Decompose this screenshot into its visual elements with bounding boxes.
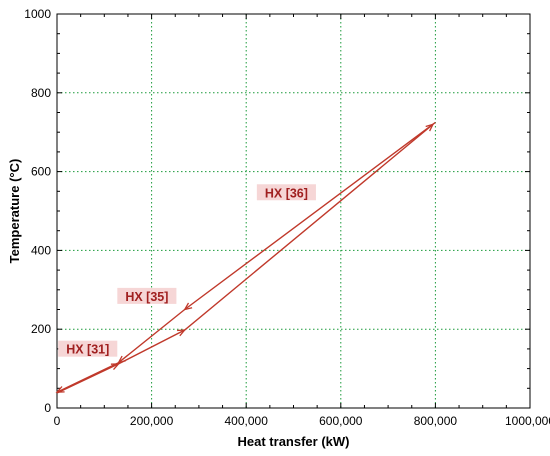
- series-lines: [55, 121, 436, 394]
- series-arrowhead: [110, 363, 120, 371]
- annotations: HX [31] HX [35] HX [36]: [58, 184, 316, 357]
- annotation-label: HX [36]: [265, 186, 308, 200]
- x-tick-label: 800,000: [414, 414, 458, 428]
- y-tick-label: 0: [44, 401, 51, 415]
- annotation-background: [58, 340, 118, 357]
- y-tick-label: 800: [31, 86, 51, 100]
- series-arrowhead: [55, 386, 65, 393]
- x-tick-label: 0: [54, 414, 61, 428]
- annotation-label: HX [31]: [66, 343, 109, 357]
- x-tick-label: 600,000: [319, 414, 363, 428]
- series-line-2: [56, 121, 436, 393]
- series-line-1: [56, 123, 434, 394]
- annotation-label: HX [35]: [125, 290, 168, 304]
- x-axis-title: Heat transfer (kW): [238, 434, 350, 449]
- grid-lines: [57, 14, 530, 408]
- annotation-background: [117, 287, 177, 304]
- series-arrowhead: [117, 355, 126, 364]
- plot-frame: [56, 13, 531, 409]
- annotation-background: [256, 184, 316, 201]
- x-tick-label: 1000,000: [505, 414, 550, 428]
- y-axis-title: Temperature (°C): [7, 159, 22, 264]
- y-tick-label: 400: [31, 243, 51, 257]
- series-arrowhead: [183, 302, 193, 311]
- series-arrowhead: [177, 329, 187, 337]
- x-tick-label: 200,000: [130, 414, 174, 428]
- y-tick-label: 200: [31, 322, 51, 336]
- axis-ticks: 0 200,000 400,000 600,000 800,000 1000,000 0 20…: [24, 7, 550, 428]
- x-tick-label: 400,000: [225, 414, 269, 428]
- y-tick-label: 600: [31, 165, 51, 179]
- y-tick-label: 1000: [24, 7, 51, 21]
